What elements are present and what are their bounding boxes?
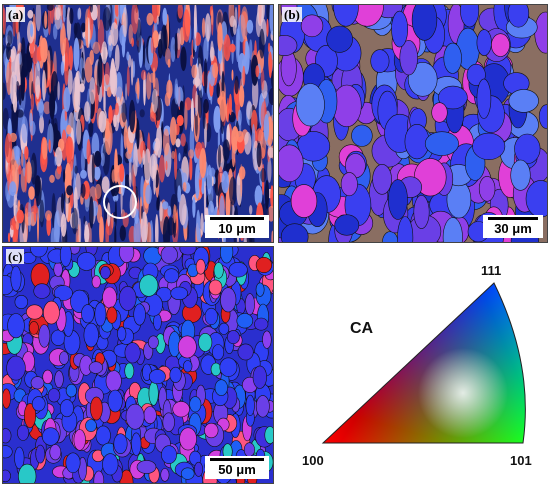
scale-bar-c-text: 50 μm	[218, 462, 256, 477]
ipf-triangle-fill	[323, 283, 526, 443]
scale-bar-a-line	[210, 217, 264, 220]
scale-bar-b-line	[488, 217, 538, 220]
scale-bar-a-text: 10 μm	[218, 221, 256, 236]
scale-bar-a: 10 μm	[205, 215, 269, 238]
scale-bar-b-text: 30 μm	[494, 221, 532, 236]
scale-bar-c-line	[210, 458, 264, 461]
ipf-color-key: CA 111 100 101	[298, 255, 548, 480]
ipf-triangle-outline	[321, 282, 526, 444]
ipf-corner-label-top: 111	[481, 263, 501, 278]
panel-label-b: (b)	[282, 7, 302, 22]
ipf-color-key-svg: CA 111 100 101	[302, 263, 532, 468]
ipf-corner-label-right: 101	[510, 453, 532, 468]
panel-label-a: (a)	[6, 7, 26, 22]
scale-bar-c: 50 μm	[205, 456, 269, 479]
ebsd-map-panel-c: (c) 50 μm	[2, 246, 274, 484]
ebsd-map-panel-a: (a) 10 μm	[2, 4, 274, 243]
ebsd-map-c-image	[3, 247, 273, 483]
ebsd-map-b-image	[279, 5, 547, 242]
scale-bar-b: 30 μm	[483, 215, 543, 238]
ebsd-map-a-image	[3, 5, 273, 242]
ipf-corner-label-left: 100	[302, 453, 324, 468]
ipf-key-title: CA	[350, 320, 374, 337]
panel-label-c: (c)	[6, 249, 25, 264]
ebsd-map-panel-b: (b) 30 μm	[278, 4, 548, 243]
